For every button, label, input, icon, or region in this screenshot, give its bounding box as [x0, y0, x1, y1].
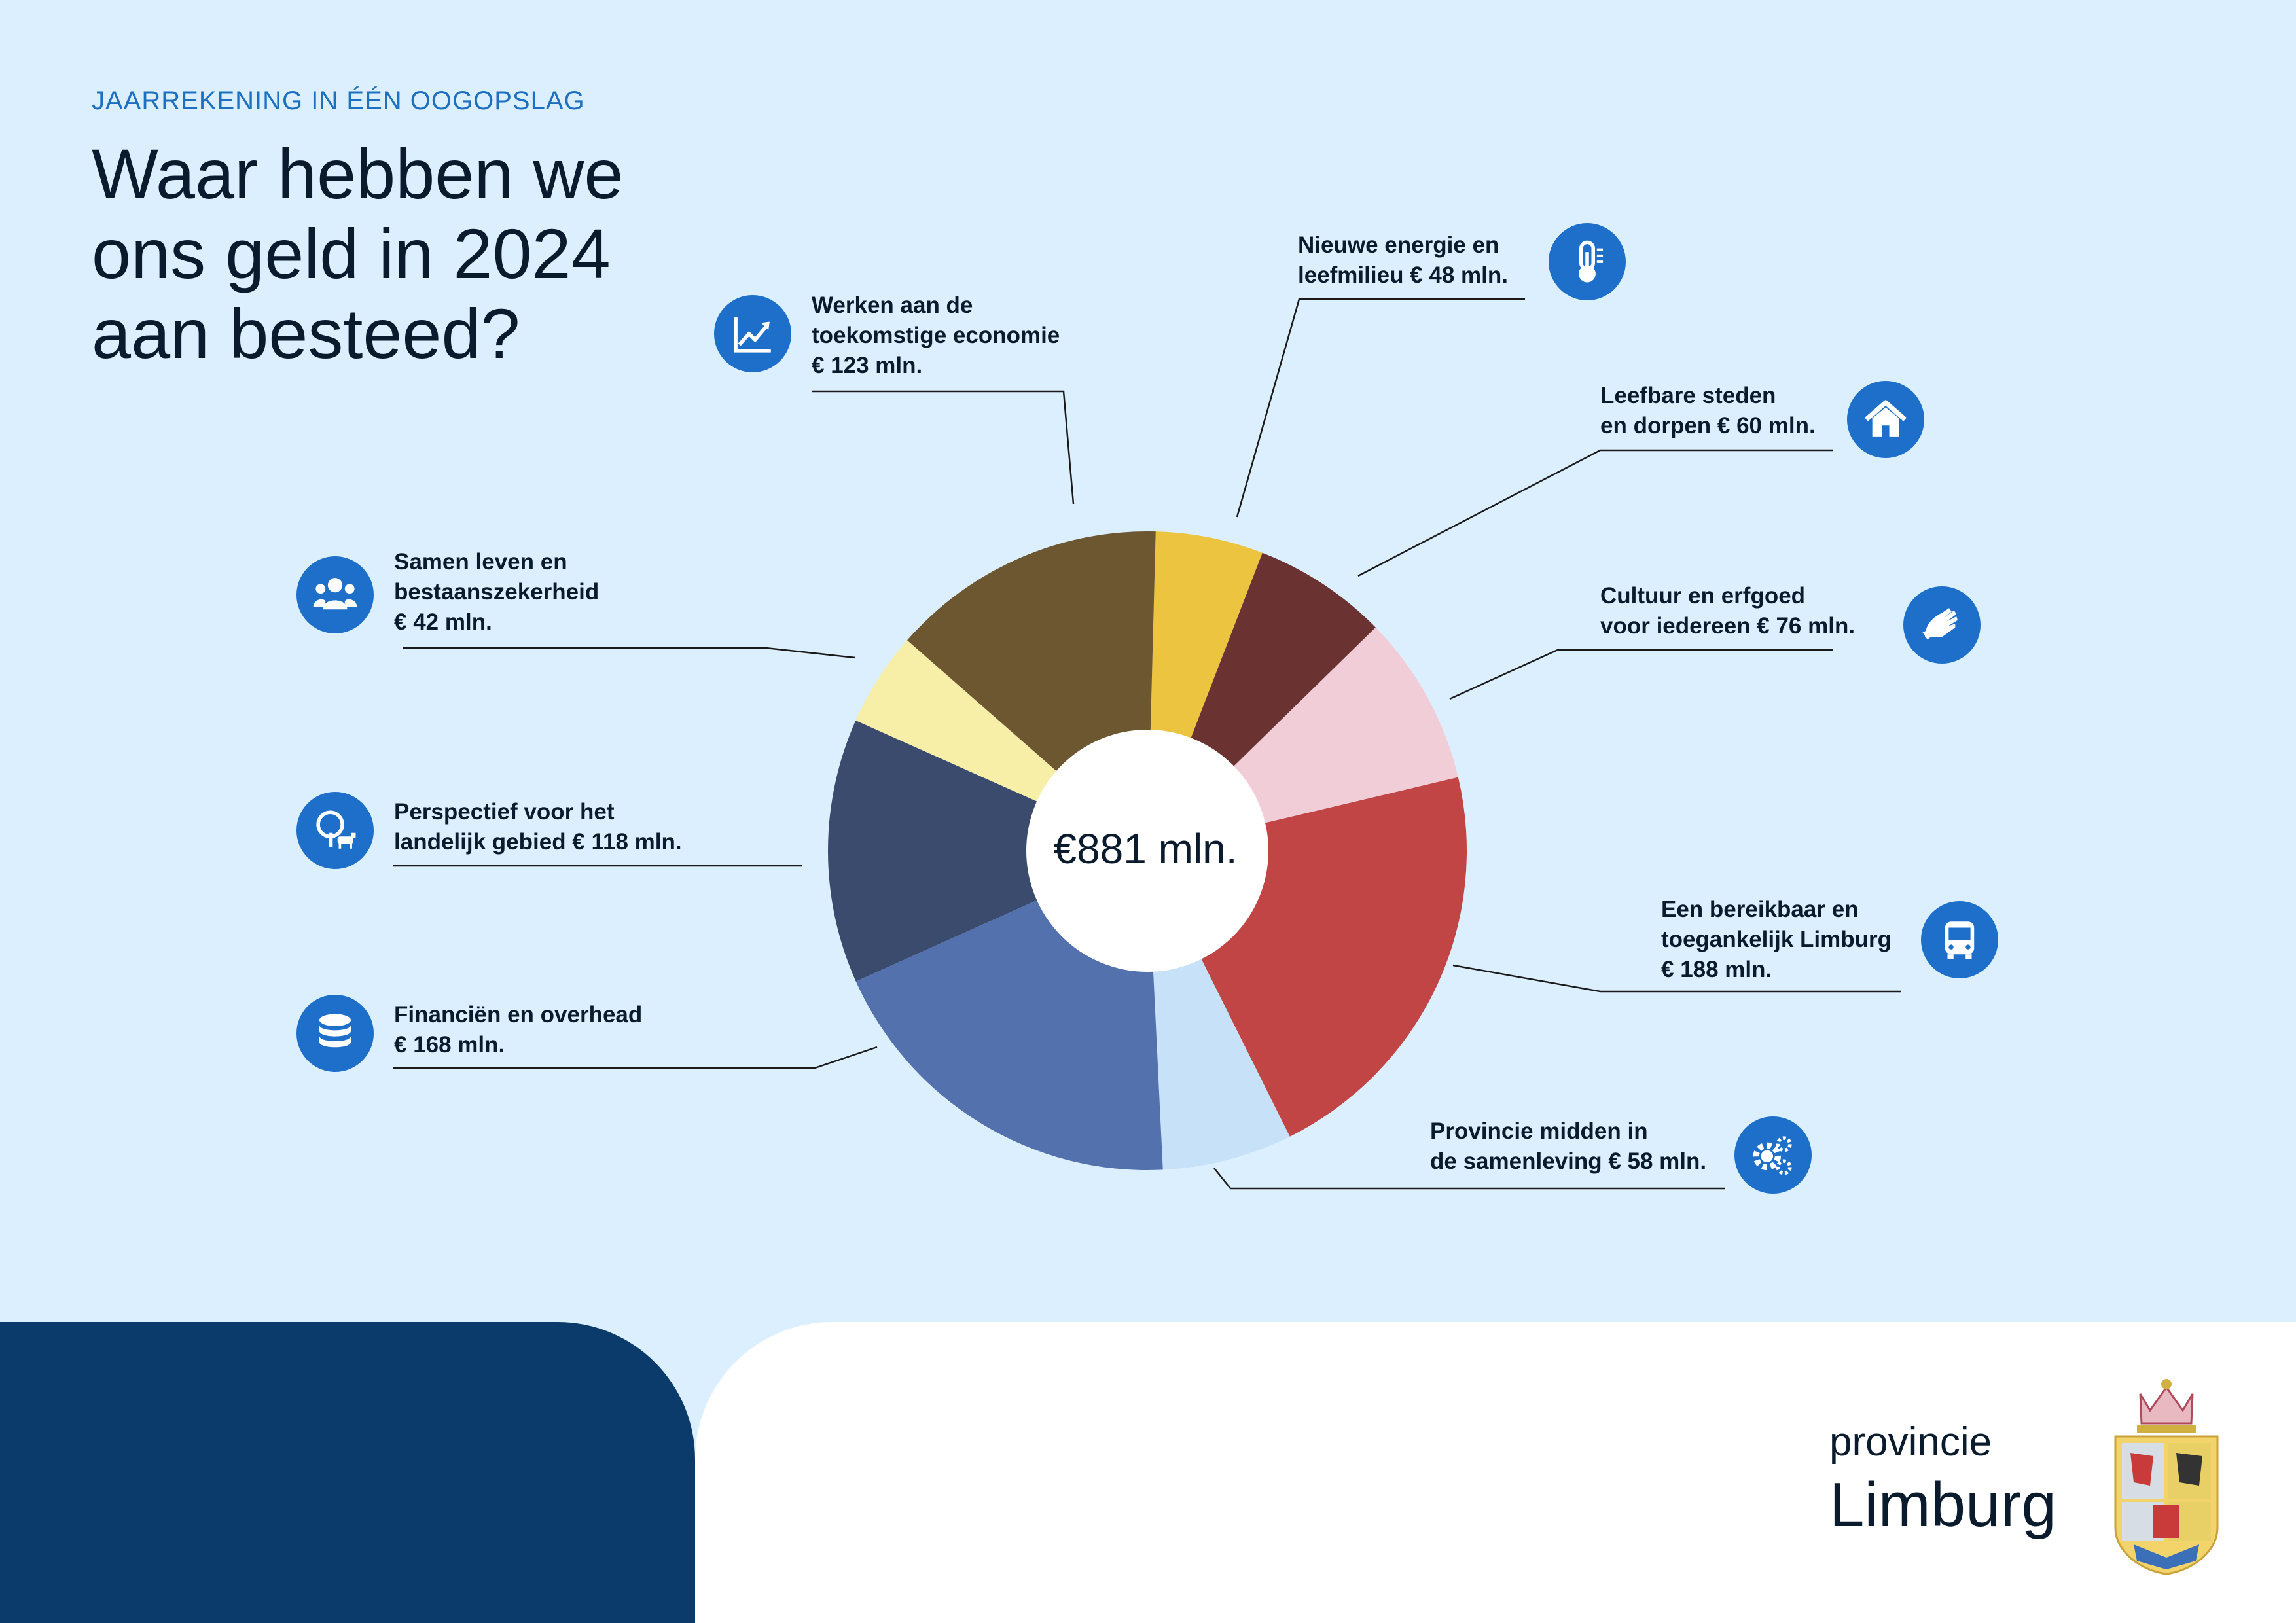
label-bereikbaar-line2: toegankelijk Limburg	[1661, 927, 1892, 952]
pie-slice-6	[828, 720, 1147, 982]
label-bereikbaar: Een bereikbaar en toegankelijk Limburg €…	[1661, 895, 1892, 985]
page-title: Waar hebben we ons geld in 2024 aan best…	[92, 134, 624, 373]
leader-line-financien	[393, 1046, 878, 1069]
footer-white-panel	[695, 1322, 2296, 1623]
label-provincie: Provincie midden in de samenleving € 58 …	[1430, 1116, 1706, 1177]
label-economie-line2: toekomstige economie	[812, 323, 1060, 348]
gears-icon	[1734, 1116, 1812, 1194]
thermometer-icon	[1549, 223, 1626, 300]
label-steden-line2: en dorpen € 60 mln.	[1600, 413, 1816, 438]
leader-line-economie	[812, 390, 1075, 505]
database-icon	[296, 995, 374, 1072]
logo-text-provincie: provincie	[1829, 1419, 1992, 1465]
label-perspectief-line2: landelijk gebied € 118 mln.	[394, 829, 682, 855]
label-samen-line2: bestaanszekerheid	[394, 579, 600, 605]
label-steden: Leefbare steden en dorpen € 60 mln.	[1600, 381, 1816, 441]
label-bereikbaar-line1: Een bereikbaar en	[1661, 897, 1859, 922]
label-provincie-line2: de samenleving € 58 mln.	[1430, 1149, 1707, 1174]
label-provincie-line1: Provincie midden in	[1430, 1118, 1648, 1144]
label-cultuur-line1: Cultuur en erfgoed	[1600, 583, 1806, 609]
kicker: JAARREKENING IN ÉÉN OOGOPSLAG	[92, 86, 585, 115]
logo-text-limburg: Limburg	[1829, 1470, 2056, 1540]
leader-line-energie	[1236, 298, 1525, 518]
label-economie-line3: € 123 mln.	[812, 353, 923, 378]
donut-chart	[393, 298, 1901, 1190]
label-cultuur-line2: voor iedereen € 76 mln.	[1600, 613, 1856, 639]
leader-line-samen	[403, 647, 856, 659]
label-energie: Nieuwe energie en leefmilieu € 48 mln.	[1298, 230, 1508, 291]
label-steden-line1: Leefbare steden	[1600, 383, 1776, 408]
people-icon	[296, 556, 374, 633]
label-financien: Financiën en overhead € 168 mln.	[394, 1000, 642, 1060]
hands-icon	[1903, 586, 1981, 664]
label-samen: Samen leven en bestaanszekerheid € 42 ml…	[394, 547, 599, 637]
label-financien-line2: € 168 mln.	[394, 1032, 505, 1058]
leader-line-cultuur	[1449, 649, 1833, 700]
leader-line-provincie	[1213, 1168, 1725, 1190]
label-cultuur: Cultuur en erfgoed voor iedereen € 76 ml…	[1600, 581, 1855, 641]
province-crest-logo	[2114, 1379, 2219, 1575]
total-label: €881 mln.	[1053, 825, 1238, 872]
label-energie-line2: leefmilieu € 48 mln.	[1298, 262, 1508, 288]
chart-up-icon	[714, 295, 791, 372]
label-samen-line3: € 42 mln.	[394, 609, 492, 635]
label-economie-line1: Werken aan de	[812, 293, 973, 318]
label-bereikbaar-line3: € 188 mln.	[1661, 957, 1772, 982]
label-economie: Werken aan de toekomstige economie € 123…	[812, 291, 1060, 381]
house-icon	[1847, 381, 1924, 458]
tree-cow-icon	[296, 792, 374, 869]
footer-dark-panel	[0, 1322, 695, 1623]
label-perspectief: Perspectief voor het landelijk gebied € …	[394, 797, 682, 857]
label-energie-line1: Nieuwe energie en	[1298, 232, 1499, 258]
label-samen-line1: Samen leven en	[394, 549, 567, 575]
bus-icon	[1921, 901, 1998, 978]
leader-line-steden	[1357, 449, 1833, 577]
label-perspectief-line1: Perspectief voor het	[394, 799, 615, 825]
leader-line-bereikbaar	[1452, 964, 1901, 993]
donut-hole	[1026, 730, 1268, 972]
label-financien-line1: Financiën en overhead	[394, 1002, 643, 1027]
